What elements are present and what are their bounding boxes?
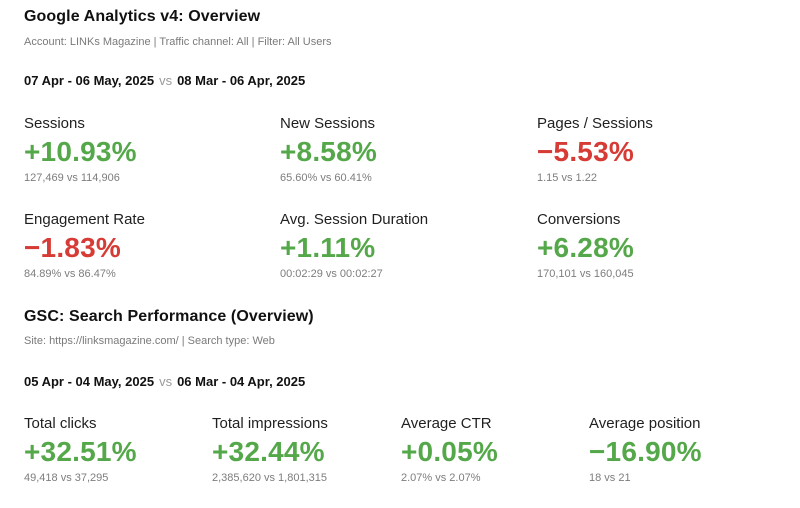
ga-period-current: 07 Apr - 06 May, 2025 (24, 73, 155, 88)
metric-pages-per-session: Pages / Sessions −5.53% 1.15 vs 1.22 (537, 115, 777, 185)
gsc-section-subtitle: Site: https://linksmagazine.com/ | Searc… (24, 335, 275, 347)
metric-label: Avg. Session Duration (280, 211, 429, 228)
ga-date-range: 07 Apr - 06 May, 2025 vs 08 Mar - 06 Apr, … (24, 73, 305, 88)
metric-average-position: Average position −16.90% 18 vs 21 (589, 415, 779, 485)
metric-change: +1.11% (280, 232, 376, 263)
metric-total-impressions: Total impressions +32.44% 2,385,620 vs 1… (212, 415, 392, 485)
metric-comparison: 00:02:29 vs 00:02:27 (280, 268, 383, 280)
metric-label: Sessions (24, 115, 85, 132)
metric-label: New Sessions (280, 115, 376, 132)
metric-label: Conversions (537, 211, 621, 228)
gsc-section-title: GSC: Search Performance (Overview) (24, 308, 314, 325)
metric-comparison: 65.60% vs 60.41% (280, 172, 372, 184)
metric-total-clicks: Total clicks +32.51% 49,418 vs 37,295 (24, 415, 204, 485)
metric-change: −16.90% (589, 436, 702, 467)
metric-label: Average position (589, 415, 701, 432)
metric-change: +32.51% (24, 436, 137, 467)
gsc-period-vs: vs (159, 374, 173, 389)
metric-comparison: 2.07% vs 2.07% (401, 472, 481, 484)
ga-period-previous: 08 Mar - 06 Apr, 2025 (177, 73, 306, 88)
metric-sessions: Sessions +10.93% 127,469 vs 114,906 (24, 115, 264, 185)
gsc-period-current: 05 Apr - 04 May, 2025 (24, 374, 155, 389)
metric-change: −1.83% (24, 232, 121, 263)
metric-average-ctr: Average CTR +0.05% 2.07% vs 2.07% (401, 415, 581, 485)
metric-comparison: 1.15 vs 1.22 (537, 172, 597, 184)
metric-comparison: 49,418 vs 37,295 (24, 472, 109, 484)
metric-comparison: 18 vs 21 (589, 472, 631, 484)
metric-change: +8.58% (280, 136, 377, 167)
ga-period-vs: vs (159, 73, 173, 88)
metric-comparison: 84.89% vs 86.47% (24, 268, 116, 280)
metric-engagement-rate: Engagement Rate −1.83% 84.89% vs 86.47% (24, 211, 264, 281)
metric-label: Average CTR (401, 415, 492, 432)
metric-change: −5.53% (537, 136, 634, 167)
metric-change: +10.93% (24, 136, 137, 167)
metric-avg-session-duration: Avg. Session Duration +1.11% 00:02:29 vs… (280, 211, 520, 281)
gsc-date-range: 05 Apr - 04 May, 2025 vs 06 Mar - 04 Apr, … (24, 374, 305, 389)
metric-change: +6.28% (537, 232, 634, 263)
metric-label: Total impressions (212, 415, 328, 432)
metric-label: Pages / Sessions (537, 115, 653, 132)
metric-conversions: Conversions +6.28% 170,101 vs 160,045 (537, 211, 777, 281)
metric-new-sessions: New Sessions +8.58% 65.60% vs 60.41% (280, 115, 520, 185)
ga-section-subtitle: Account: LINKs Magazine | Traffic channe… (24, 36, 332, 48)
metric-label: Total clicks (24, 415, 97, 432)
metric-comparison: 170,101 vs 160,045 (537, 268, 634, 280)
metric-change: +32.44% (212, 436, 325, 467)
metric-change: +0.05% (401, 436, 498, 467)
metric-comparison: 127,469 vs 114,906 (24, 172, 120, 184)
gsc-period-previous: 06 Mar - 04 Apr, 2025 (177, 374, 306, 389)
metric-comparison: 2,385,620 vs 1,801,315 (212, 472, 327, 484)
metric-label: Engagement Rate (24, 211, 145, 228)
ga-section-title: Google Analytics v4: Overview (24, 8, 261, 25)
